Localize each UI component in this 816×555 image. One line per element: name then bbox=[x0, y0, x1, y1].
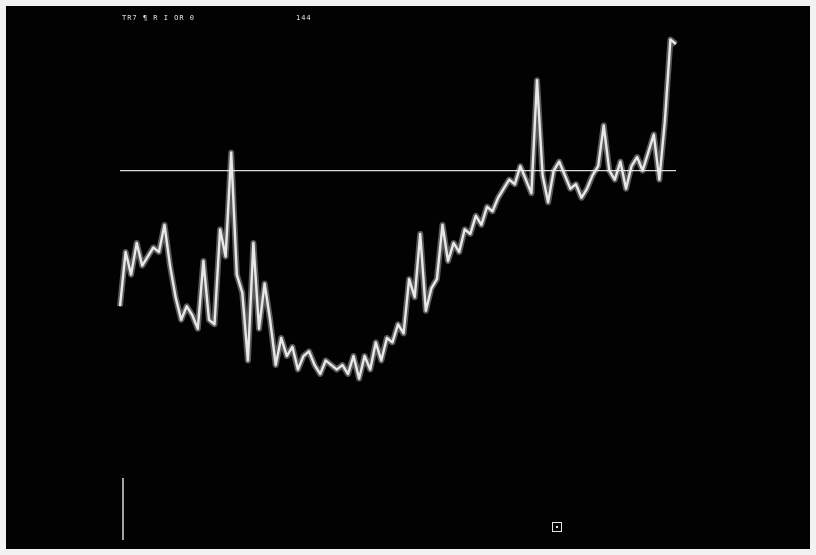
trace-line-0 bbox=[120, 40, 676, 379]
cursor-marker-icon bbox=[552, 522, 562, 532]
